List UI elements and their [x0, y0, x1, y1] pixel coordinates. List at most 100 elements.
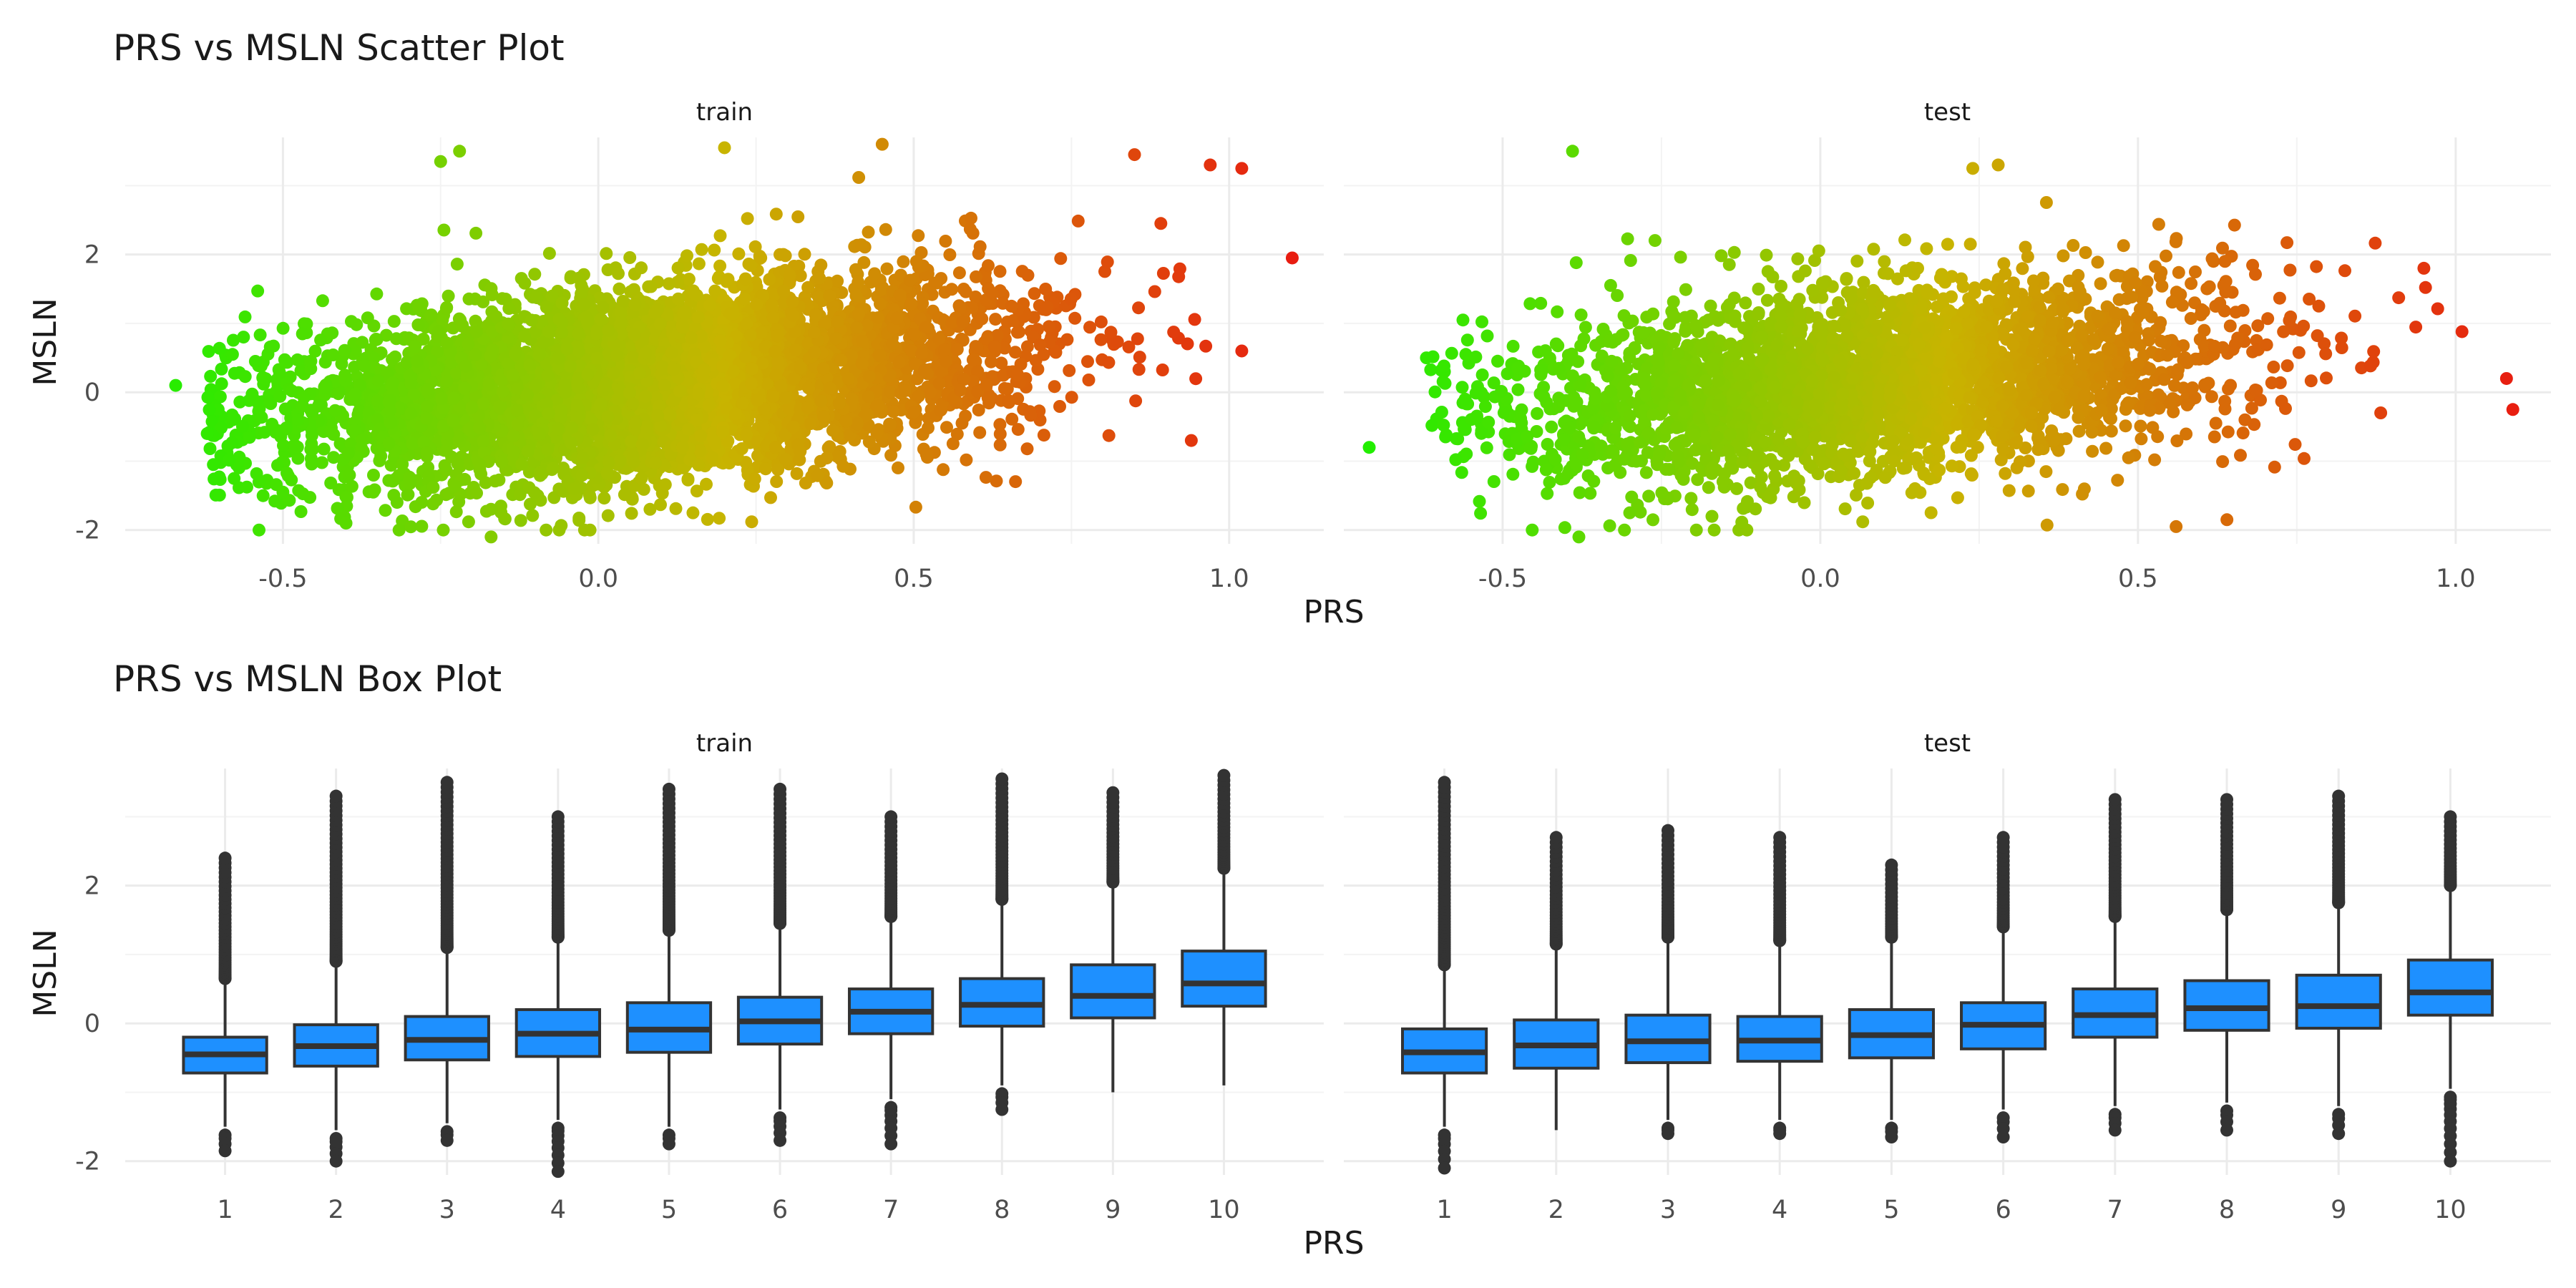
scatter-point: [946, 437, 960, 451]
scatter-point: [411, 318, 425, 331]
scatter-point: [682, 273, 696, 286]
scatter-point: [488, 474, 502, 488]
scatter-point: [462, 292, 476, 306]
x-tick-label: 1.0: [1209, 565, 1249, 593]
y-tick-label: 0: [84, 379, 100, 407]
scatter-point: [959, 285, 972, 298]
scatter-point: [1172, 270, 1186, 283]
scatter-point: [702, 399, 716, 412]
scatter-point: [912, 229, 925, 243]
scatter-point: [912, 389, 925, 403]
scatter-point: [437, 223, 451, 237]
scatter-point: [533, 469, 547, 482]
scatter-point: [462, 338, 475, 351]
scatter-point: [832, 396, 846, 410]
scatter-point: [812, 291, 825, 303]
scatter-point: [237, 331, 250, 344]
scatter-point: [436, 523, 450, 537]
scatter-point: [253, 328, 267, 342]
scatter-point: [273, 366, 286, 380]
scatter-point: [963, 223, 977, 236]
scatter-point: [945, 283, 959, 296]
scatter-point: [571, 381, 585, 394]
scatter-point: [922, 421, 935, 434]
scatter-point: [993, 438, 1007, 452]
scatter-point: [489, 310, 503, 323]
scatter-point: [791, 210, 805, 223]
scatter-point: [253, 523, 265, 537]
scatter-point: [371, 394, 384, 408]
scatter-point: [635, 261, 648, 275]
scatter-point: [811, 469, 824, 482]
scatter-point: [680, 249, 693, 263]
scatter-point: [1102, 429, 1116, 442]
scatter-point: [909, 500, 922, 514]
scatter-point: [373, 454, 386, 467]
scatter-point: [745, 515, 758, 529]
scatter-point: [616, 295, 630, 308]
scatter-point: [1020, 442, 1034, 456]
scatter-point: [671, 261, 685, 275]
scatter-point: [420, 446, 434, 459]
box-plot-title: PRS vs MSLN Box Plot: [113, 658, 502, 700]
scatter-point: [513, 488, 527, 502]
scatter-point: [409, 500, 422, 514]
scatter-point: [1122, 340, 1136, 353]
scatter-point: [763, 273, 776, 286]
scatter-point: [338, 369, 352, 382]
scatter-point: [939, 235, 952, 248]
scatter-point: [1040, 300, 1054, 313]
scatter-point: [233, 395, 247, 409]
scatter-point: [439, 302, 453, 315]
scatter-point: [469, 226, 483, 240]
scatter-point: [921, 367, 935, 381]
scatter-point: [411, 300, 425, 313]
scatter-point: [1131, 332, 1144, 346]
scatter-point: [852, 275, 865, 289]
scatter-point: [204, 369, 218, 383]
scatter-point: [892, 356, 906, 369]
scatter-point: [530, 291, 544, 305]
scatter-point: [829, 332, 843, 346]
scatter-point: [1071, 214, 1085, 228]
scatter-point: [628, 298, 642, 311]
scatter-point: [343, 468, 356, 482]
scatter-point: [314, 333, 328, 347]
scatter-point: [250, 467, 263, 480]
scatter-point: [400, 302, 414, 316]
scatter-point: [267, 339, 280, 353]
scatter-point: [746, 362, 758, 376]
scatter-point: [426, 481, 440, 494]
scatter-point: [873, 349, 887, 362]
scatter-point: [798, 248, 811, 261]
scatter-point: [451, 457, 464, 470]
scatter-point: [786, 295, 799, 308]
scatter-point: [358, 359, 371, 373]
scatter-point: [852, 171, 866, 184]
scatter-point: [387, 489, 401, 502]
scatter-point: [601, 509, 615, 522]
scatter-point: [265, 417, 279, 431]
scatter-point: [993, 427, 1007, 441]
scatter-point: [771, 329, 784, 343]
scatter-point: [215, 362, 228, 376]
scatter-point: [226, 413, 240, 426]
scatter-point: [790, 467, 804, 480]
scatter-point: [721, 273, 735, 286]
scatter-point: [225, 436, 239, 449]
scatter-point: [965, 211, 977, 225]
scatter-point: [1081, 355, 1094, 369]
scatter-point: [326, 326, 339, 340]
scatter-point: [590, 327, 603, 341]
scatter-point: [462, 515, 475, 529]
box-y-axis-title: MSLN: [27, 929, 64, 1017]
scatter-point: [203, 403, 216, 416]
scatter-point: [685, 331, 698, 345]
scatter-point: [201, 391, 215, 404]
scatter-point: [379, 504, 392, 517]
scatter-point: [515, 457, 529, 471]
scatter-point: [435, 392, 449, 405]
scatter-point: [817, 410, 831, 424]
scatter-point: [326, 348, 340, 361]
scatter-point: [403, 477, 416, 490]
